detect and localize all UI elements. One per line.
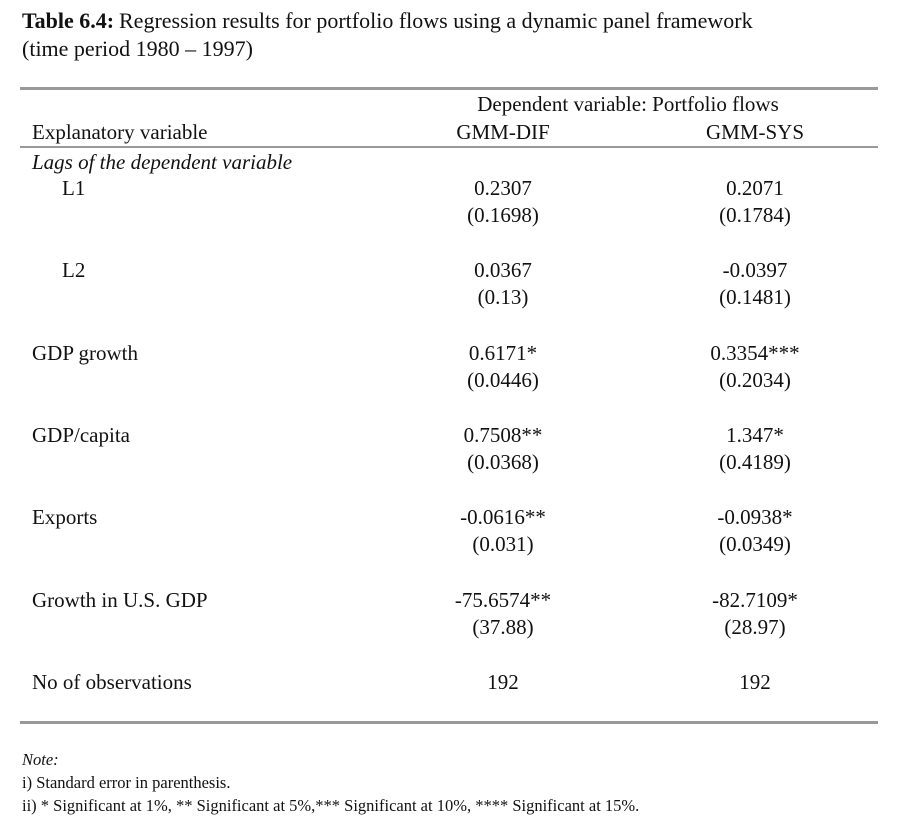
standard-error: (37.88): [472, 614, 534, 639]
coefficient: -0.0397: [722, 258, 788, 283]
standard-error: (0.031): [472, 532, 534, 557]
caption-text: Regression results for portfolio flows u…: [119, 8, 753, 33]
row-label: GDP growth: [32, 340, 138, 365]
coefficient: 1.347*: [726, 422, 784, 447]
row-label: No of observations: [32, 669, 192, 694]
standard-error: (0.13): [477, 285, 529, 310]
note-line: ii) * Significant at 1%, ** Significant …: [22, 796, 640, 815]
section-label: Lags of the dependent variable: [32, 150, 293, 174]
row-label: Exports: [32, 505, 98, 530]
coefficient: 0.0367: [474, 258, 532, 283]
coefficient: 0.6171*: [468, 340, 538, 365]
row-label: L1: [62, 176, 86, 200]
coefficient: 192: [487, 669, 519, 694]
coefficient: 0.2071: [726, 176, 784, 200]
row-label: GDP/capita: [32, 422, 130, 447]
standard-error: (0.0446): [467, 367, 539, 392]
standard-error: (0.0368): [467, 449, 539, 474]
standard-error: (28.97): [724, 614, 786, 639]
coefficient: 0.7508**: [463, 422, 543, 447]
row-label: Growth in U.S. GDP: [32, 587, 208, 612]
column-header: GMM-DIF: [456, 120, 550, 144]
coefficient: 0.2307: [474, 176, 532, 200]
standard-error: (0.1481): [719, 285, 791, 310]
bottom-rule: [20, 721, 878, 724]
column-group-header: Dependent variable: Portfolio flows: [477, 92, 779, 116]
coefficient: -0.0938*: [717, 505, 793, 530]
note-line: i) Standard error in parenthesis.: [22, 773, 231, 792]
caption-line2: (time period 1980 – 1997): [22, 36, 253, 61]
coefficient: -75.6574**: [454, 587, 552, 612]
standard-error: (0.1698): [467, 203, 539, 227]
standard-error: (0.1784): [719, 203, 791, 227]
coefficient: -82.7109*: [712, 587, 798, 612]
note-title: Note:: [22, 750, 59, 769]
coefficient: -0.0616**: [460, 505, 546, 530]
header-rule: [20, 146, 878, 148]
standard-error: (0.0349): [719, 532, 791, 557]
coefficient: 0.3354***: [710, 340, 800, 365]
row-label: L2: [62, 258, 86, 283]
standard-error: (0.4189): [719, 449, 791, 474]
standard-error: (0.2034): [719, 367, 791, 392]
column-header: GMM-SYS: [705, 120, 805, 144]
top-rule: [20, 87, 878, 90]
coefficient: 192: [739, 669, 771, 694]
caption-label: Table 6.4:: [22, 8, 115, 33]
column-header: Explanatory variable: [32, 120, 208, 144]
